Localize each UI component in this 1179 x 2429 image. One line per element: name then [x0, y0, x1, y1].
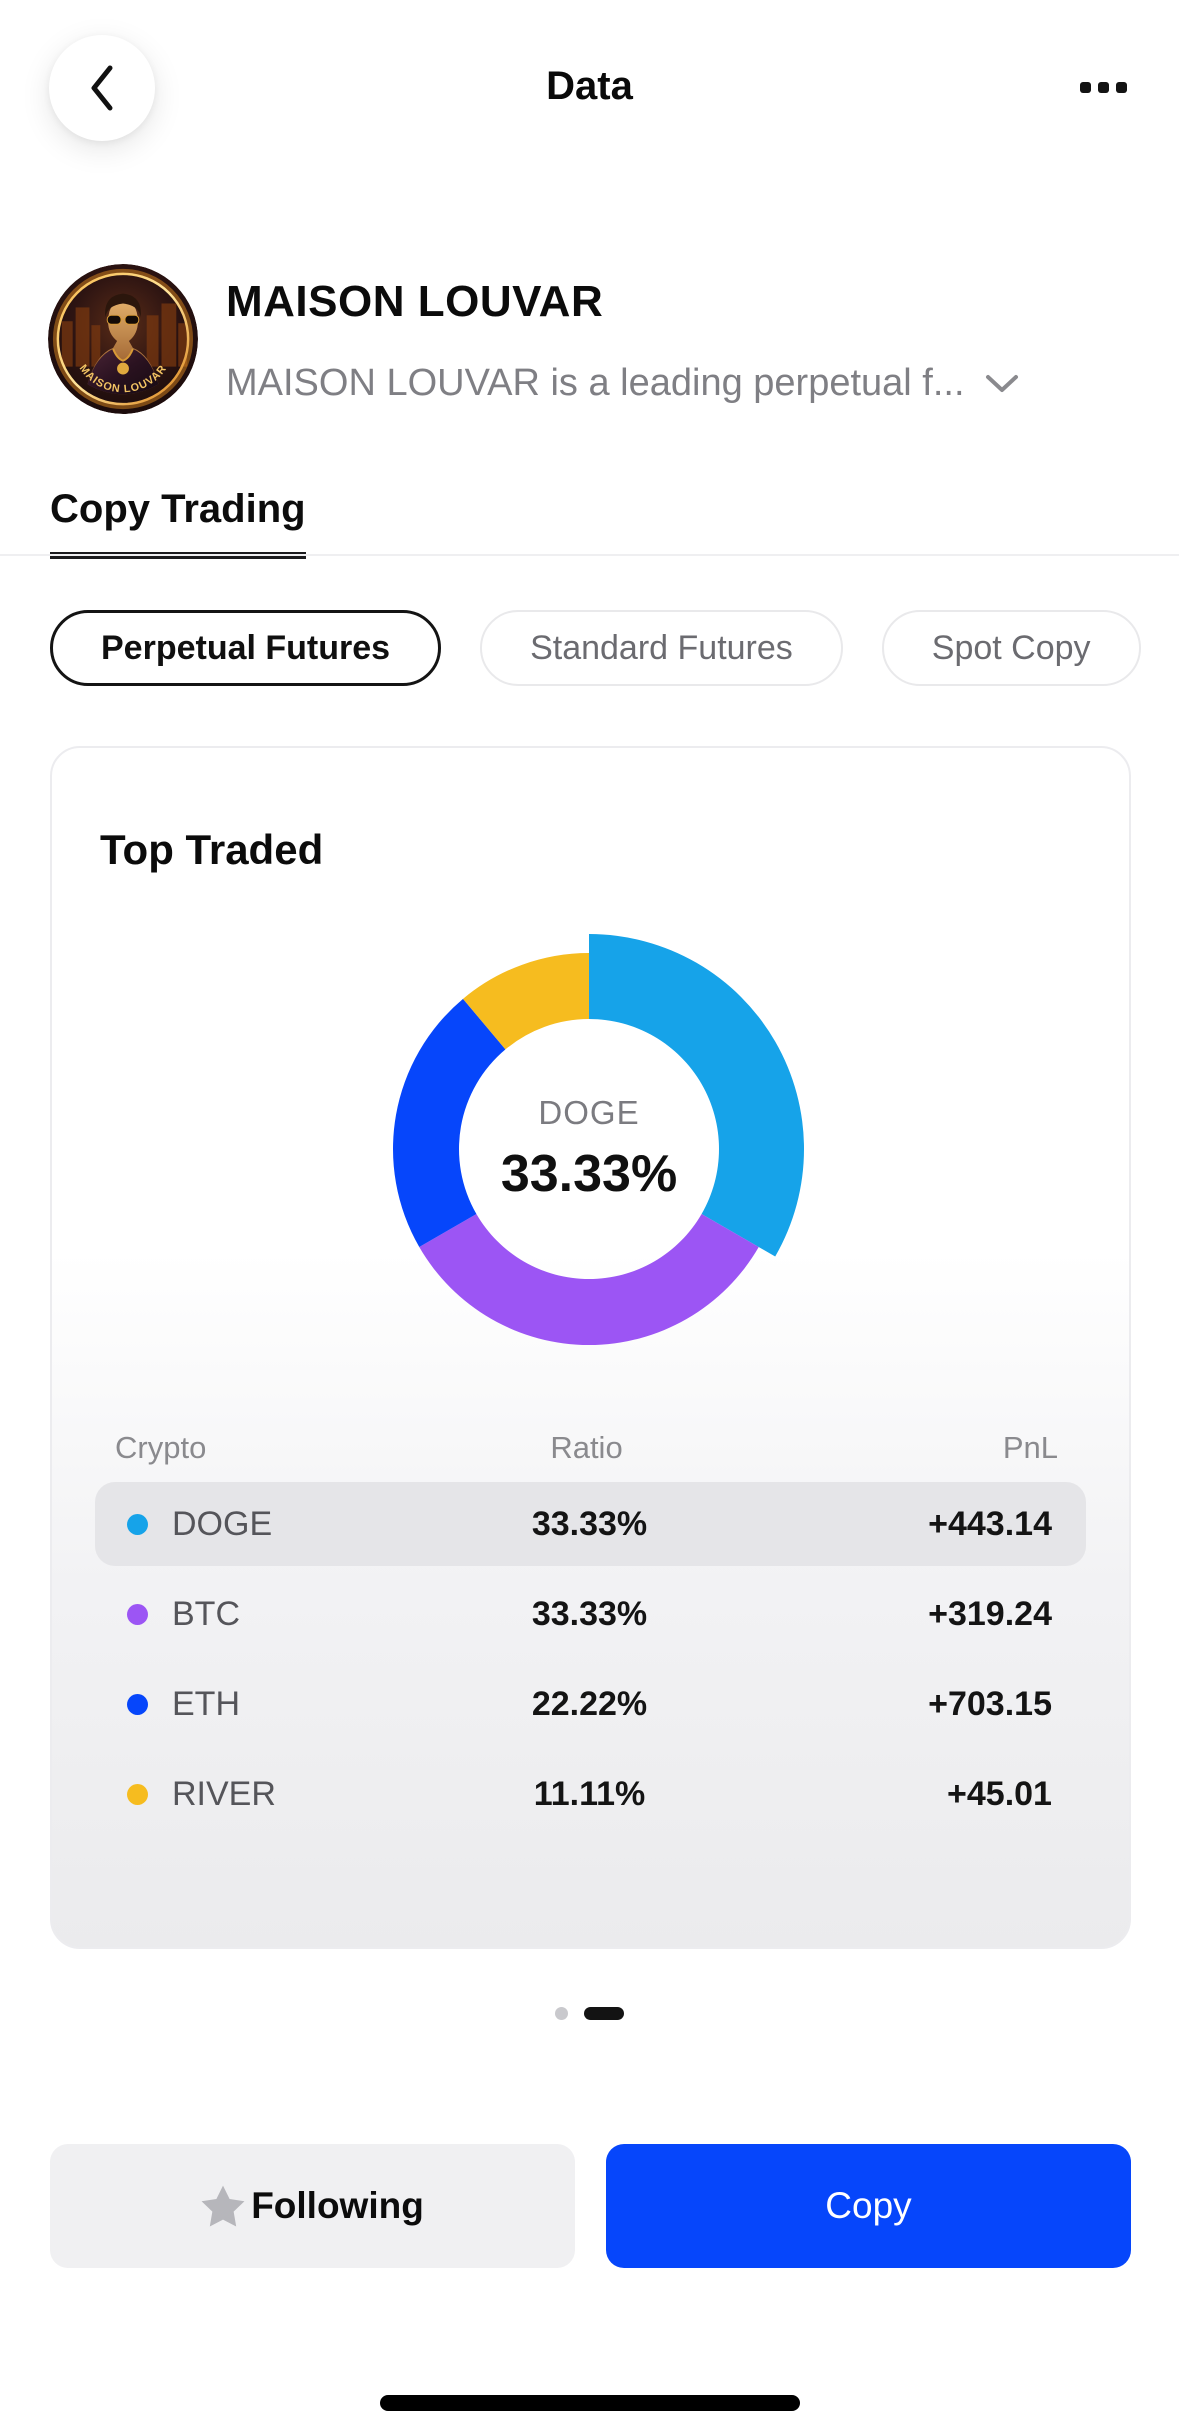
- trader-description-text: MAISON LOUVAR is a leading perpetual f..…: [226, 362, 965, 404]
- ellipsis-icon: [1080, 82, 1091, 93]
- card-title: Top Traded: [100, 826, 324, 873]
- crypto-name: DOGE: [172, 1504, 273, 1543]
- pnl-value: +45.01: [947, 1774, 1052, 1813]
- top-traded-table: Crypto Ratio PnL DOGE 33.33% +443.14 BTC…: [95, 1420, 1086, 1836]
- col-crypto: Crypto: [115, 1430, 207, 1465]
- top-traded-card: Top Traded DOGE 33.33% Crypto Ratio PnL …: [50, 746, 1131, 1949]
- home-indicator[interactable]: [379, 2395, 800, 2411]
- pill-standard-futures[interactable]: Standard Futures: [480, 610, 843, 686]
- copy-button[interactable]: Copy: [606, 2144, 1131, 2268]
- trader-description[interactable]: MAISON LOUVAR is a leading perpetual f..…: [226, 362, 1019, 405]
- ratio-value: 11.11%: [533, 1774, 646, 1813]
- ellipsis-icon: [1116, 82, 1127, 93]
- following-button[interactable]: Following: [50, 2144, 575, 2268]
- skyline-graphic: [61, 303, 188, 367]
- series-color-dot: [127, 1603, 148, 1625]
- sunglasses-icon: [106, 314, 140, 325]
- filter-pills: Perpetual Futures Standard Futures Spot …: [50, 610, 1141, 686]
- series-color-dot: [127, 1513, 148, 1535]
- pnl-value: +443.14: [928, 1504, 1052, 1543]
- crypto-name: ETH: [172, 1684, 240, 1723]
- page-dot[interactable]: [555, 2007, 568, 2020]
- table-row[interactable]: DOGE 33.33% +443.14: [95, 1482, 1086, 1566]
- pill-spot-copy[interactable]: Spot Copy: [881, 610, 1141, 686]
- series-color-dot: [127, 1783, 148, 1805]
- donut-segment-doge[interactable]: [589, 934, 805, 1257]
- col-ratio: Ratio: [550, 1430, 623, 1465]
- copy-label: Copy: [825, 2185, 912, 2226]
- more-menu-button[interactable]: [1080, 82, 1127, 93]
- donut-segment-river[interactable]: [463, 953, 589, 1050]
- tab-copy-trading[interactable]: Copy Trading: [50, 487, 306, 559]
- ratio-value: 33.33%: [531, 1594, 648, 1633]
- following-label: Following: [251, 2185, 424, 2226]
- page-dot-active[interactable]: [584, 2007, 624, 2020]
- table-row[interactable]: BTC 33.33% +319.24: [95, 1572, 1086, 1656]
- donut-segment-eth[interactable]: [393, 998, 506, 1247]
- table-header: Crypto Ratio PnL: [95, 1420, 1086, 1476]
- divider: [0, 554, 1179, 556]
- donut-chart: DOGE 33.33%: [369, 929, 809, 1369]
- star-icon: [201, 2185, 245, 2227]
- chevron-down-icon[interactable]: [985, 374, 1019, 394]
- pill-perpetual-futures[interactable]: Perpetual Futures: [50, 610, 442, 686]
- avatar: MAISON LOUVAR: [48, 264, 198, 414]
- bottom-actions: Following Copy: [50, 2144, 1131, 2268]
- pnl-value: +703.15: [928, 1684, 1052, 1723]
- page-indicator: [0, 2007, 1179, 2020]
- chevron-left-icon: [91, 65, 113, 111]
- col-pnl: PnL: [1002, 1430, 1058, 1465]
- series-color-dot: [127, 1693, 148, 1715]
- ratio-value: 33.33%: [531, 1504, 648, 1543]
- table-row[interactable]: ETH 22.22% +703.15: [95, 1662, 1086, 1746]
- page-title: Data: [546, 64, 633, 108]
- donut-segment-btc[interactable]: [419, 1214, 759, 1345]
- crypto-name: BTC: [172, 1594, 240, 1633]
- ratio-value: 22.22%: [531, 1684, 648, 1723]
- ellipsis-icon: [1098, 82, 1109, 93]
- pnl-value: +319.24: [928, 1594, 1052, 1633]
- trader-name: MAISON LOUVAR: [226, 277, 604, 326]
- back-button[interactable]: [49, 35, 155, 141]
- crypto-name: RIVER: [172, 1774, 276, 1813]
- table-row[interactable]: RIVER 11.11% +45.01: [95, 1752, 1086, 1836]
